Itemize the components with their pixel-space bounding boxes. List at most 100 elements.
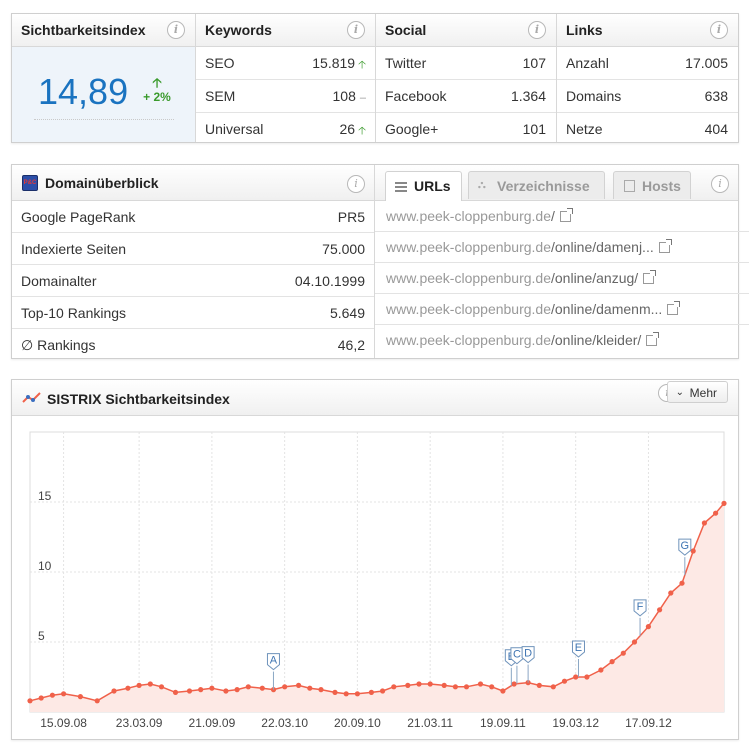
data-point: [427, 681, 433, 687]
external-link-icon[interactable]: [646, 332, 660, 346]
info-icon[interactable]: i: [711, 175, 729, 193]
series-line: [29, 502, 725, 702]
data-point: [186, 688, 193, 694]
domain-row-label: Top-10 Rankings: [21, 305, 127, 321]
keywords-header: Keywords i: [196, 14, 375, 47]
url-row[interactable]: www.peek-cloppenburg.de/online/damenj...: [375, 232, 749, 263]
event-marker: [266, 653, 280, 671]
domain-row-label: ∅ Rankings: [21, 337, 96, 353]
data-point: [354, 691, 360, 697]
data-point: [296, 682, 302, 688]
keywords-label: Universal: [205, 121, 264, 137]
info-icon[interactable]: i: [167, 21, 185, 39]
keywords-row-universal[interactable]: Universal 26 🡡: [196, 113, 375, 145]
info-icon[interactable]: i: [710, 21, 728, 39]
data-point: [332, 689, 338, 695]
keywords-label: SEO: [205, 55, 235, 71]
url-row[interactable]: www.peek-cloppenburg.de/online/damenm...: [375, 294, 749, 325]
external-link-icon[interactable]: [559, 208, 573, 222]
data-point: [721, 500, 727, 506]
data-point: [209, 685, 215, 691]
event-marker-label: F: [637, 601, 644, 613]
data-point: [49, 692, 56, 698]
url-path: /: [551, 208, 555, 224]
data-point: [416, 681, 422, 687]
url-host: www.peek-cloppenburg.de: [386, 239, 551, 255]
url-path: /online/damenj...: [551, 239, 654, 255]
social-row-googleplus[interactable]: Google+ 101: [376, 113, 556, 145]
data-point: [307, 685, 313, 691]
event-marker-label: A: [270, 655, 278, 667]
links-row-domains[interactable]: Domains 638: [557, 80, 738, 113]
data-point: [536, 682, 542, 688]
url-row[interactable]: www.peek-cloppenburg.de/online/kleider/: [375, 325, 749, 356]
links-row-netze[interactable]: Netze 404: [557, 113, 738, 145]
external-link-icon[interactable]: [643, 270, 657, 284]
data-point: [147, 681, 153, 687]
info-icon[interactable]: i: [528, 21, 546, 39]
tab-verzeichnisse[interactable]: ⛬ Verzeichnisse: [468, 171, 605, 199]
domain-row-label: Domainalter: [21, 273, 97, 289]
trend-up-icon: 🡡: [358, 59, 366, 71]
url-host: www.peek-cloppenburg.de: [386, 270, 551, 286]
keywords-row-seo[interactable]: SEO 15.819 🡡: [196, 47, 375, 80]
links-label: Domains: [566, 88, 622, 104]
data-point: [125, 685, 131, 691]
domain-row-label: Indexierte Seiten: [21, 241, 127, 257]
data-point: [463, 684, 470, 690]
url-host: www.peek-cloppenburg.de: [386, 332, 551, 348]
social-value: 1.364: [510, 88, 546, 104]
data-point: [136, 682, 142, 688]
tab-urls[interactable]: URLs: [385, 171, 462, 201]
domain-row: Top-10 Rankings 5.649: [12, 297, 374, 329]
data-point: [223, 688, 229, 694]
more-button[interactable]: ⌄ Mehr: [666, 381, 728, 403]
social-cell: Social i Twitter 107 Facebook 1.364 Goog…: [376, 14, 556, 142]
external-link-icon[interactable]: [658, 239, 672, 253]
info-icon[interactable]: i: [347, 175, 365, 193]
x-tick-label: 19.09.11: [480, 716, 526, 730]
stats-panel: Sichtbarkeitsindex i 14,89 🡡 + 2% Keywor…: [11, 13, 739, 143]
event-marker-label: D: [524, 648, 532, 660]
links-row-anzahl[interactable]: Anzahl 17.005: [557, 47, 738, 80]
tab-label: Verzeichnisse: [497, 178, 590, 194]
data-point: [573, 674, 579, 680]
links-value: 638: [704, 88, 728, 104]
data-point: [645, 624, 652, 630]
social-label: Facebook: [385, 88, 447, 104]
chart-panel: SISTRIX Sichtbarkeitsindex i ⌄ Mehr 15.0…: [11, 379, 739, 740]
x-tick-label: 17.09.12: [625, 716, 672, 730]
external-link-icon[interactable]: [667, 301, 681, 315]
data-point: [245, 684, 251, 690]
event-marker: [521, 646, 535, 664]
data-point: [511, 681, 517, 687]
event-marker-label: C: [513, 649, 521, 661]
social-value: 101: [522, 121, 546, 137]
tab-hosts[interactable]: Hosts: [613, 171, 691, 199]
data-point: [282, 684, 288, 690]
links-cell: Links i Anzahl 17.005 Domains 638 Netze …: [557, 14, 738, 142]
divider: [556, 14, 557, 142]
data-point: [94, 698, 100, 704]
divider: [374, 165, 375, 358]
info-icon[interactable]: i: [347, 21, 365, 39]
event-marker: [633, 599, 647, 617]
data-point: [38, 695, 44, 701]
brand-logo-icon: P&C: [22, 175, 38, 191]
keywords-row-sem[interactable]: SEM 108–: [196, 80, 375, 113]
social-row-facebook[interactable]: Facebook 1.364: [376, 80, 556, 113]
chart-logo-icon: [22, 392, 41, 403]
visibility-change: 🡡 + 2%: [140, 76, 174, 105]
social-row-twitter[interactable]: Twitter 107: [376, 47, 556, 80]
data-point: [158, 684, 165, 690]
url-row[interactable]: www.peek-cloppenburg.de/: [375, 201, 749, 232]
domain-row-value: 75.000: [322, 241, 365, 257]
event-marker: [678, 538, 692, 556]
social-value: 107: [522, 55, 546, 71]
data-point: [172, 689, 179, 695]
domain-row: Google PageRank PR5: [12, 201, 374, 233]
url-row[interactable]: www.peek-cloppenburg.de/online/anzug/: [375, 263, 749, 294]
url-path: /online/anzug/: [551, 270, 639, 286]
links-label: Netze: [566, 121, 603, 137]
data-point: [111, 688, 117, 694]
